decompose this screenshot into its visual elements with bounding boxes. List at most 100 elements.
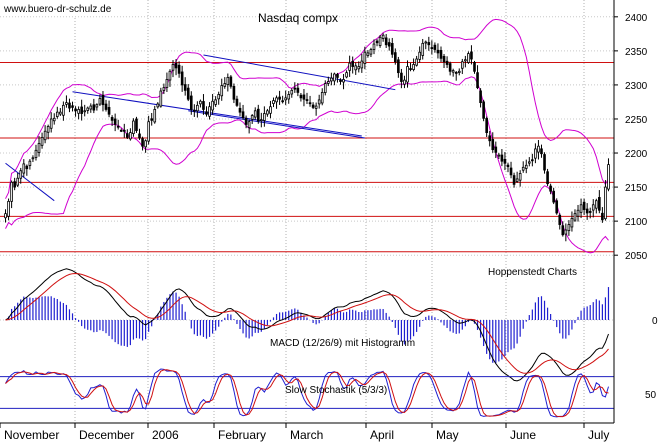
candle xyxy=(110,115,114,127)
candles-layer xyxy=(4,33,610,242)
candle xyxy=(552,187,555,205)
candle xyxy=(260,112,263,128)
candle xyxy=(83,104,87,117)
candle-body xyxy=(591,204,595,211)
candle xyxy=(424,40,428,50)
candle xyxy=(214,96,217,107)
candle-body xyxy=(485,118,488,133)
candle xyxy=(439,46,443,63)
candle-body xyxy=(211,100,214,111)
candle xyxy=(22,159,26,178)
candle-body xyxy=(366,52,370,56)
candle-body xyxy=(381,34,385,39)
candle xyxy=(330,72,333,86)
candle-body xyxy=(147,121,150,142)
candle-body xyxy=(397,59,400,74)
candle-body xyxy=(55,111,59,117)
candle xyxy=(582,198,586,215)
candle xyxy=(485,116,488,137)
candle xyxy=(98,94,102,106)
candle xyxy=(49,112,53,133)
trendline xyxy=(203,54,396,91)
candle xyxy=(180,65,184,92)
candle-body xyxy=(10,181,13,202)
candle xyxy=(308,95,312,107)
candle-body xyxy=(37,143,41,153)
candle-body xyxy=(40,136,44,146)
candle xyxy=(607,158,610,192)
candle xyxy=(400,68,403,89)
macd-line xyxy=(5,268,609,382)
candle xyxy=(436,43,440,59)
candle xyxy=(293,82,297,93)
candle xyxy=(119,128,123,133)
candle xyxy=(506,162,510,173)
candle-body xyxy=(34,149,38,158)
candle-body xyxy=(524,164,528,169)
candle-body xyxy=(95,104,99,108)
candle-body xyxy=(135,118,138,131)
candle-body xyxy=(241,111,245,119)
candle xyxy=(476,65,479,90)
candle xyxy=(509,161,513,179)
candle-body xyxy=(311,104,315,108)
candle-body xyxy=(421,42,425,56)
candle xyxy=(594,198,598,214)
candle xyxy=(339,78,342,85)
candle xyxy=(375,39,379,47)
candle-body xyxy=(16,177,20,186)
candle-body xyxy=(287,94,291,100)
candle xyxy=(366,50,370,58)
candle xyxy=(585,203,589,220)
candle-body xyxy=(7,200,10,217)
candle xyxy=(80,99,83,121)
candle xyxy=(372,39,376,55)
candle-body xyxy=(552,190,555,203)
candle-body xyxy=(74,108,77,112)
candle-body xyxy=(387,42,391,47)
candle xyxy=(232,83,236,104)
candle-body xyxy=(253,110,257,118)
candle xyxy=(406,60,409,88)
candle xyxy=(205,106,208,117)
candle xyxy=(10,180,13,209)
candle-body xyxy=(177,64,181,74)
candle-body xyxy=(403,79,406,85)
candle-body xyxy=(607,164,610,190)
candle-body xyxy=(92,104,96,111)
candle xyxy=(4,209,7,223)
candle xyxy=(512,172,516,188)
candle-body xyxy=(588,211,592,213)
candle xyxy=(253,107,257,120)
candle xyxy=(284,90,287,105)
candle-body xyxy=(174,62,178,69)
candle xyxy=(150,113,154,126)
candle-body xyxy=(430,47,434,49)
candle xyxy=(311,102,315,110)
candle xyxy=(40,132,44,149)
candle xyxy=(503,152,507,171)
candle-body xyxy=(531,159,534,162)
candle xyxy=(272,97,275,108)
candle-body xyxy=(488,135,492,142)
y-tick-label: 2150 xyxy=(625,183,648,194)
candle-body xyxy=(604,186,607,220)
candle-body xyxy=(193,109,196,112)
candle-body xyxy=(83,110,87,113)
candle xyxy=(43,125,47,144)
candle-body xyxy=(594,200,598,209)
candle xyxy=(296,83,300,97)
candle-body xyxy=(235,98,239,106)
candle xyxy=(448,61,452,76)
candle-body xyxy=(31,157,35,160)
candle-body xyxy=(400,72,403,82)
trendline xyxy=(188,110,365,139)
candle-body xyxy=(375,40,379,44)
candle-body xyxy=(467,53,470,63)
candle-body xyxy=(122,129,126,132)
candle xyxy=(244,115,248,129)
candle-body xyxy=(132,120,135,134)
candle-body xyxy=(199,100,202,105)
candle xyxy=(281,95,284,104)
